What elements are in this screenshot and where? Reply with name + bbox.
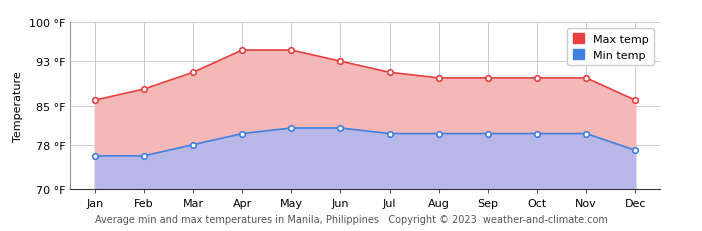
Text: Average min and max temperatures in Manila, Philippines   Copyright © 2023  weat: Average min and max temperatures in Mani… [95, 214, 607, 224]
Legend: Max temp, Min temp: Max temp, Min temp [567, 29, 654, 66]
Y-axis label: Temperature: Temperature [13, 71, 23, 141]
